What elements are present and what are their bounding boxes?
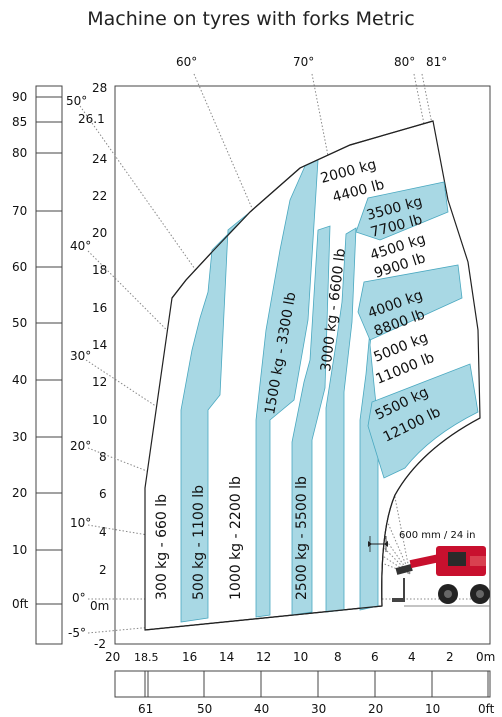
- reach-ft-label: 10: [425, 702, 440, 716]
- left-ft-ruler: 90 85 80 70 60 50 40 30 20 10 0ft: [12, 85, 63, 645]
- m-label: 14: [92, 338, 107, 352]
- zone-3000kg: [325, 227, 357, 613]
- m-label: 10: [92, 413, 107, 427]
- ft-label: 70: [12, 204, 27, 218]
- ft-label: 40: [12, 373, 27, 387]
- envelope-bottom-line: [144, 605, 383, 631]
- angle-labels: 60° 70° 80° 81° 50° 40° 30° 20° 10° 0° -…: [66, 55, 447, 640]
- m-label: 4: [99, 525, 107, 539]
- m-label: 12: [92, 375, 107, 389]
- zone-label: 500 kg - 1100 lb: [191, 485, 207, 600]
- reach-m-label: 2: [446, 650, 454, 664]
- angle-label: 10°: [70, 516, 91, 530]
- zone-5500kg-band: [367, 363, 479, 479]
- zone-label: 2500 kg - 5500 lb: [294, 476, 310, 600]
- m-label: 22: [92, 189, 107, 203]
- ft-label: 85: [12, 115, 27, 129]
- envelope-top-line: [171, 120, 434, 299]
- ft-label: 10: [12, 543, 27, 557]
- angle-label: 40°: [70, 239, 91, 253]
- reach-ft-label: 61: [138, 702, 153, 716]
- zone-label: 300 kg - 660 lb: [154, 494, 170, 600]
- reach-m-label: 14: [219, 650, 234, 664]
- reach-ft-label: 40: [254, 702, 269, 716]
- angle-label: 70°: [293, 55, 314, 69]
- ft-label: 80: [12, 146, 27, 160]
- angle-label: 50°: [66, 94, 87, 108]
- reach-ft-label: 30: [311, 702, 326, 716]
- angle-label: -5°: [68, 626, 86, 640]
- reach-m-label: 4: [408, 650, 416, 664]
- m-label: 16: [92, 301, 107, 315]
- ft-label: 30: [12, 430, 27, 444]
- envelope-inner-curve: [381, 417, 481, 607]
- ft-label: 60: [12, 260, 27, 274]
- angle-label: 0°: [72, 591, 86, 605]
- ft-label: 50: [12, 316, 27, 330]
- zone-4000kg-band: [357, 264, 463, 341]
- zone-label: 1000 kg - 2200 lb: [228, 476, 244, 600]
- telehandler-icon: [392, 546, 490, 607]
- reach-m-label: 12: [256, 650, 271, 664]
- ft-label: 90: [12, 90, 27, 104]
- reach-axis-m: 20 18.5 16 14 12 10 8 6 4 2 0m: [105, 650, 495, 664]
- chart-title: Machine on tyres with forks Metric: [87, 8, 415, 30]
- m-label: 6: [99, 487, 107, 501]
- m-label: 20: [92, 226, 107, 240]
- m-label: 26.1: [78, 112, 105, 126]
- reach-m-label: 0m: [476, 650, 495, 664]
- angle-line-80: [413, 73, 441, 205]
- m-label: 24: [92, 152, 107, 166]
- angle-label: 60°: [176, 55, 197, 69]
- reach-m-label: 18.5: [134, 651, 159, 664]
- bottom-ft-ruler: 61 50 40 30 20 10 0ft: [114, 670, 495, 716]
- height-axis-m: 28 26.1 24 22 20 18 16 14 12 10 8 6 4 2 …: [78, 81, 109, 651]
- angle-label: 30°: [70, 349, 91, 363]
- reach-ft-label: 0ft: [478, 702, 495, 716]
- zone-500kg: [180, 211, 251, 623]
- zone-2500kg: [291, 225, 331, 616]
- angle-label: 20°: [70, 439, 91, 453]
- reach-ft-label: 50: [197, 702, 212, 716]
- fork-dimension: 600 mm / 24 in: [368, 530, 476, 552]
- m-label: 0m: [90, 599, 109, 613]
- load-envelope: [144, 120, 481, 631]
- zone-3500kg-band: [355, 181, 449, 241]
- m-label: 8: [99, 450, 107, 464]
- angle-label: 81°: [426, 55, 447, 69]
- m-label: 2: [99, 563, 107, 577]
- reach-m-label: 10: [293, 650, 308, 664]
- reach-m-label: 8: [334, 650, 342, 664]
- reach-m-label: 16: [182, 650, 197, 664]
- m-label: -2: [94, 637, 106, 651]
- reach-ft-label: 20: [368, 702, 383, 716]
- m-label: 18: [92, 263, 107, 277]
- ft-label: 20: [12, 486, 27, 500]
- fork-note: 600 mm / 24 in: [399, 530, 476, 541]
- plot-frame: [114, 85, 491, 645]
- m-label: 28: [92, 81, 107, 95]
- ft-label: 0ft: [12, 597, 29, 611]
- angle-label: 80°: [394, 55, 415, 69]
- reach-m-label: 6: [371, 650, 379, 664]
- reach-m-label: 20: [105, 650, 120, 664]
